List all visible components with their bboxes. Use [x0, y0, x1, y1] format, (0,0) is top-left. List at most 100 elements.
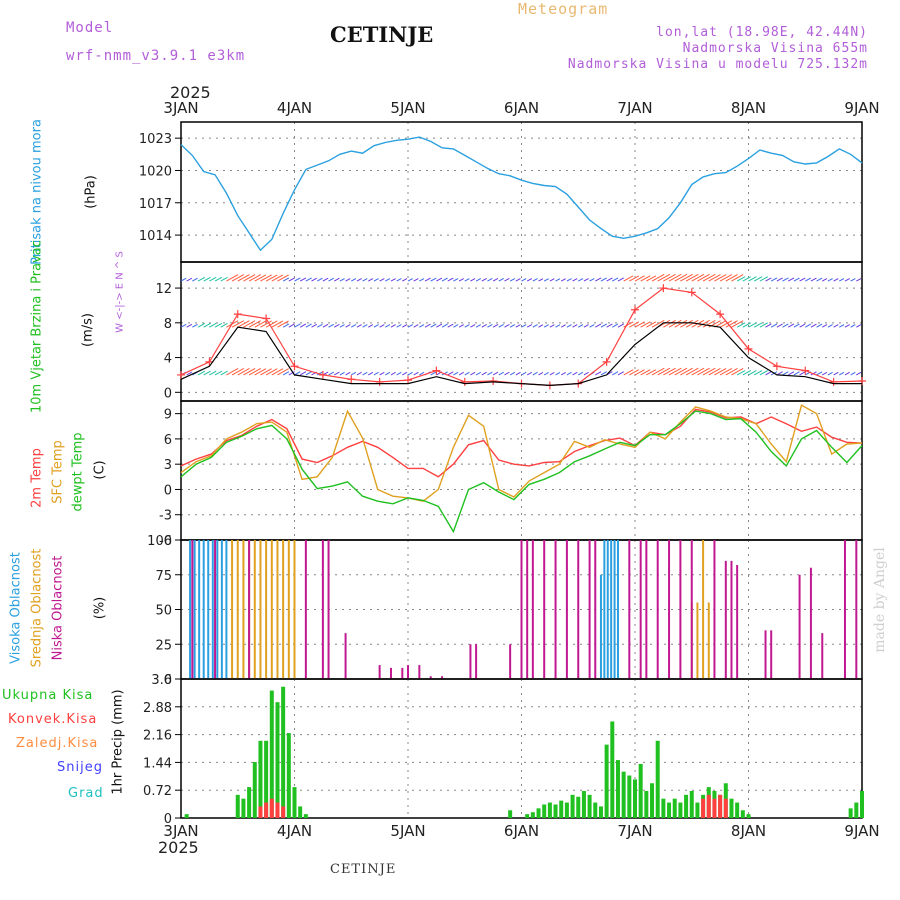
wind-barb [822, 371, 828, 376]
wind-barb [646, 275, 657, 282]
wind-barb [373, 371, 379, 376]
wind-barb [578, 324, 584, 328]
precip-total-bar [735, 802, 740, 818]
cloud-ytick-label: 25 [155, 638, 172, 653]
wind-barb [623, 275, 634, 282]
wind-barb [328, 323, 335, 328]
wind-barb [271, 368, 284, 376]
wind-barb [521, 371, 527, 376]
wind-barb [606, 323, 613, 328]
precip-total-bar [235, 794, 240, 818]
wind-barb [538, 278, 544, 282]
wind-barb [260, 274, 272, 282]
page-title: CETINJE [330, 22, 434, 47]
pressure-panel: 1014 1017 1020 1023 [139, 121, 863, 263]
wind-barb [322, 277, 329, 282]
pressure-line [180, 136, 863, 252]
wind-barb [759, 370, 769, 376]
wind-barb [481, 323, 487, 328]
wind-barb [481, 277, 487, 282]
wind-barb [220, 322, 228, 328]
wind-barb [214, 322, 223, 328]
wind-barb [753, 322, 763, 328]
wind-barb [492, 371, 499, 376]
wind-barb [294, 277, 301, 282]
wind-barb [299, 371, 307, 376]
precip-total-bar [247, 787, 252, 818]
wind-barb [839, 278, 845, 282]
wind-barb [226, 274, 239, 282]
wind-barb [680, 319, 693, 328]
precip-total-bar [269, 690, 274, 818]
wind-barb [333, 371, 340, 376]
wind-barb [316, 277, 323, 282]
wind-barb [572, 371, 578, 376]
wind-barb [424, 277, 431, 282]
wind-barb [657, 273, 671, 282]
precip-total-bar [576, 796, 581, 818]
wind-barb [685, 367, 699, 376]
wind-barb [549, 324, 555, 328]
precip-total-bar [746, 814, 751, 818]
wind-barb [430, 277, 437, 282]
gust-marker [460, 377, 469, 386]
wind-barb [368, 324, 374, 328]
wind-barb [515, 278, 521, 282]
wind-barb [566, 371, 572, 376]
wind-barb [487, 371, 493, 376]
wind-ytick-label: 8 [164, 317, 172, 332]
wind-barb [731, 320, 744, 328]
wind-barb [833, 324, 839, 328]
precip-total-bar [604, 744, 609, 818]
gust-marker [772, 362, 781, 371]
wind-barb [782, 371, 789, 376]
wind-barb [413, 278, 419, 282]
wind-barb [748, 276, 757, 282]
wind-barb [311, 277, 317, 282]
wind-barb [680, 273, 693, 282]
wind-barb [578, 371, 584, 376]
wind-barb [538, 372, 544, 376]
dewpt-line [180, 410, 863, 534]
wind-barb [844, 324, 850, 328]
wind-barb [481, 371, 487, 376]
wind-barb [288, 323, 295, 328]
wind-barb [186, 323, 193, 328]
wind-barb [214, 276, 223, 282]
cloud-panel: 0 25 50 75 100 [147, 534, 863, 688]
precip-total-bar [525, 814, 530, 818]
wind-barb [634, 275, 645, 282]
wind-barb [390, 324, 396, 328]
wind-barb [617, 277, 624, 282]
wind-barb [623, 369, 634, 376]
wind-barb [844, 278, 850, 282]
wind-barb [560, 324, 566, 328]
wind-barb [816, 323, 823, 328]
wind-barb [464, 278, 470, 282]
precip-total-bar [672, 798, 677, 818]
wind-barb [180, 323, 187, 328]
wind-panel: 0 4 8 12 [155, 261, 866, 402]
wind-barb [816, 277, 823, 282]
precip-total-bar [661, 798, 666, 818]
wind-barb [254, 368, 267, 376]
precip-ytick-label: 3.6 [151, 673, 172, 688]
wind-barb [345, 278, 351, 282]
wind-barb [373, 324, 379, 328]
wind-barb [356, 278, 362, 282]
wind-barb [634, 369, 645, 376]
wind-barb [543, 324, 549, 328]
wind-barb [464, 324, 470, 328]
wind-barb [475, 324, 482, 328]
wind-barb [600, 371, 607, 376]
wind-barb [674, 367, 688, 376]
precip-total-bar [587, 794, 592, 818]
wind-barb [663, 273, 676, 282]
wind-barb [413, 371, 419, 376]
wind-barb [453, 371, 459, 376]
gust-marker [375, 377, 384, 386]
wind-barb [651, 367, 665, 376]
wind-barb [850, 278, 856, 282]
gust-marker [687, 288, 696, 297]
precip-panel: 0 0.72 1.44 2.16 2.88 3.6 [143, 673, 864, 827]
